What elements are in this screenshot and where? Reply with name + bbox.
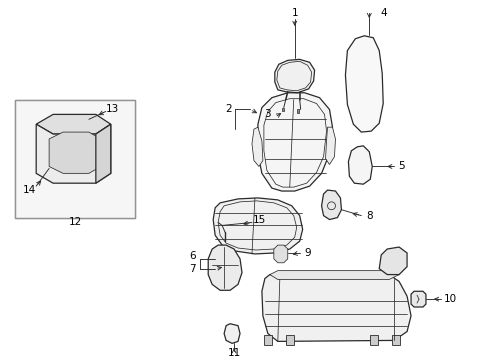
Polygon shape — [281, 108, 283, 112]
Text: 13: 13 — [106, 104, 119, 114]
Polygon shape — [257, 93, 332, 191]
Polygon shape — [347, 146, 371, 184]
Polygon shape — [296, 109, 298, 113]
Text: 8: 8 — [365, 211, 372, 221]
Polygon shape — [49, 132, 101, 174]
Text: 4: 4 — [380, 8, 386, 18]
Text: 11: 11 — [227, 348, 240, 358]
Text: 2: 2 — [224, 104, 231, 114]
Polygon shape — [224, 324, 240, 343]
Polygon shape — [369, 336, 377, 345]
Polygon shape — [345, 36, 383, 132]
Text: 3: 3 — [264, 109, 271, 120]
Text: 12: 12 — [68, 217, 81, 228]
Polygon shape — [251, 127, 263, 166]
Polygon shape — [379, 247, 406, 275]
Polygon shape — [285, 336, 293, 345]
Text: 5: 5 — [397, 162, 404, 171]
Text: 1: 1 — [291, 8, 297, 18]
Polygon shape — [208, 245, 242, 290]
Polygon shape — [321, 190, 341, 220]
Polygon shape — [213, 198, 302, 254]
Text: 15: 15 — [253, 215, 266, 225]
Polygon shape — [264, 336, 271, 345]
Polygon shape — [36, 114, 111, 134]
Polygon shape — [269, 271, 398, 279]
Text: 10: 10 — [444, 294, 456, 304]
Text: 6: 6 — [188, 251, 195, 261]
Polygon shape — [262, 275, 410, 341]
Polygon shape — [96, 124, 111, 183]
Polygon shape — [273, 245, 287, 263]
Polygon shape — [325, 127, 335, 165]
Polygon shape — [410, 291, 425, 307]
Text: 14: 14 — [22, 185, 36, 195]
Polygon shape — [36, 124, 111, 183]
Bar — [15, 100, 134, 217]
Polygon shape — [274, 59, 314, 93]
Text: 7: 7 — [188, 264, 195, 274]
Text: 9: 9 — [304, 248, 310, 258]
Polygon shape — [391, 336, 399, 345]
